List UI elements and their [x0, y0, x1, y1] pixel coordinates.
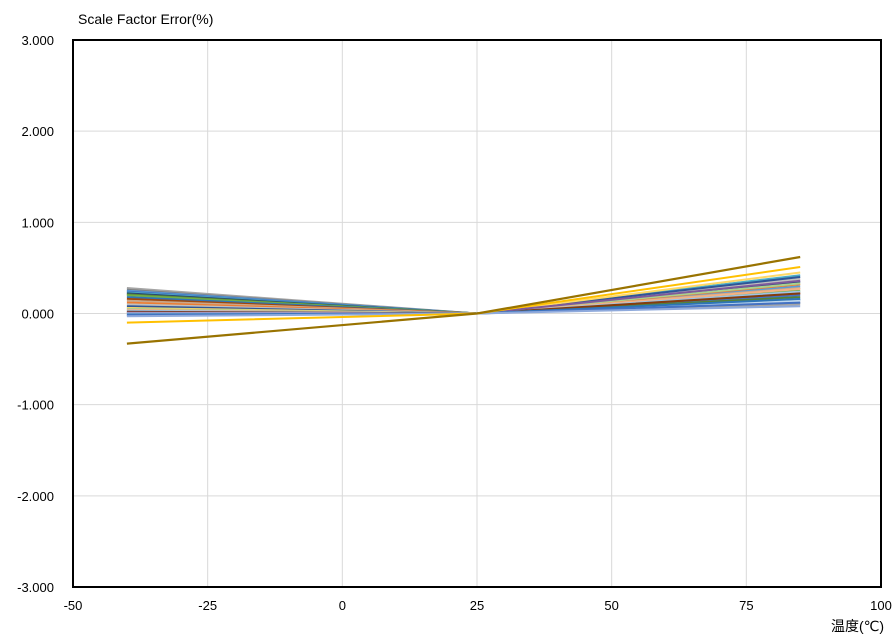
tick-labels: -50 -25 0 25 50 75 100 -3.000 -2.000 -1.000 0.000 1…: [17, 33, 892, 613]
y-tick-label: -2.000: [17, 489, 54, 504]
series-lines: [126, 255, 801, 345]
y-tick-label: 1.000: [21, 215, 54, 230]
x-tick-label: 100: [870, 598, 892, 613]
x-tick-label: 25: [470, 598, 484, 613]
plot-area-frame: [72, 39, 882, 588]
y-tick-label: 0.000: [21, 307, 54, 322]
x-tick-label: -50: [64, 598, 83, 613]
y-tick-label: 3.000: [21, 33, 54, 48]
grid-lines: [73, 40, 881, 587]
y-axis-title: Scale Factor Error(%): [78, 11, 213, 27]
x-tick-label: 0: [339, 598, 346, 613]
x-tick-label: 75: [739, 598, 753, 613]
y-tick-label: 2.000: [21, 124, 54, 139]
x-tick-label: 50: [604, 598, 618, 613]
y-tick-label: -1.000: [17, 398, 54, 413]
x-axis-title: 温度(℃): [831, 618, 884, 634]
y-tick-label: -3.000: [17, 580, 54, 595]
x-tick-label: -25: [198, 598, 217, 613]
series-line-26: [126, 255, 801, 345]
